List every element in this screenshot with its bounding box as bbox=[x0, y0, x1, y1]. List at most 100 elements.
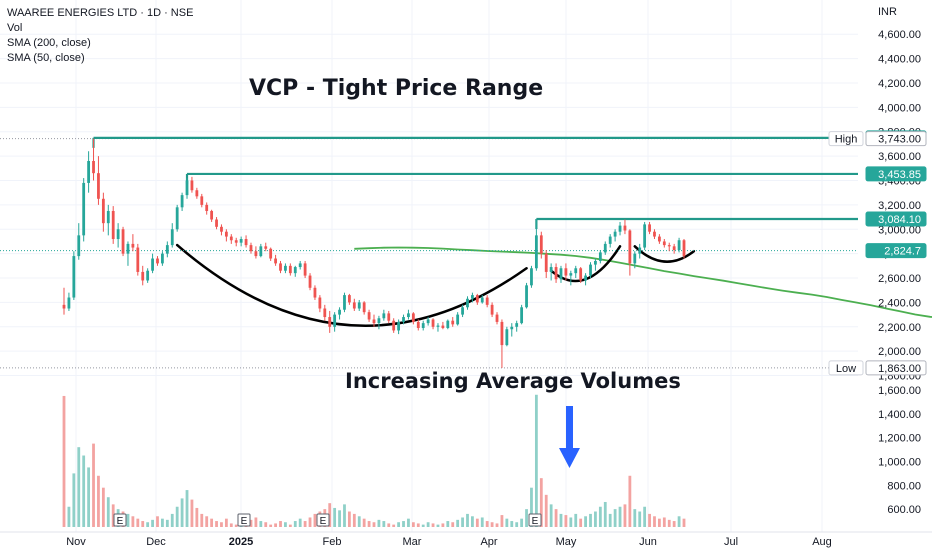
candle-body bbox=[239, 239, 243, 243]
volume-bar bbox=[338, 510, 341, 527]
candle-body bbox=[608, 236, 612, 244]
volume-bar bbox=[579, 518, 583, 527]
candle-body bbox=[682, 240, 686, 257]
volume-bar bbox=[520, 518, 524, 527]
candle-body bbox=[136, 247, 140, 272]
volume-tick-label: 600.00 bbox=[887, 504, 921, 516]
volume-bar bbox=[490, 522, 494, 527]
volume-bar bbox=[333, 507, 337, 527]
down-arrow-icon bbox=[559, 406, 580, 468]
volume-bar bbox=[357, 516, 361, 527]
symbol-title[interactable]: WAAREE ENERGIES LTD · 1D · NSE bbox=[7, 7, 194, 19]
volume-bar bbox=[589, 513, 592, 527]
candle-body bbox=[116, 229, 120, 240]
time-tick-label: Jun bbox=[639, 536, 657, 548]
volume-bar bbox=[623, 504, 627, 527]
sma-50-line bbox=[354, 246, 932, 318]
volume-bar bbox=[594, 511, 597, 527]
volume-bar bbox=[500, 515, 504, 527]
volume-bar bbox=[175, 506, 179, 527]
volume-bar bbox=[161, 518, 164, 527]
candle-body bbox=[579, 268, 583, 281]
volume-bar bbox=[77, 447, 81, 527]
volume-bar bbox=[638, 511, 642, 527]
volume-bar bbox=[205, 516, 209, 527]
volume-bar bbox=[510, 521, 514, 527]
time-tick-label: Mar bbox=[403, 536, 422, 548]
candle-body bbox=[480, 297, 484, 303]
volume-bar bbox=[495, 523, 499, 527]
candle-body bbox=[416, 321, 420, 329]
candle-body bbox=[308, 275, 312, 288]
volume-bar bbox=[111, 504, 115, 527]
volume-bar bbox=[608, 513, 612, 527]
candle-body bbox=[293, 267, 297, 274]
volume-bar bbox=[554, 509, 558, 527]
candle-body bbox=[515, 323, 519, 327]
candle-body bbox=[362, 302, 366, 313]
volume-bar bbox=[210, 518, 214, 527]
volume-bar bbox=[156, 516, 159, 527]
arrow-shape bbox=[559, 406, 580, 468]
candle-body bbox=[111, 210, 115, 240]
volume-bar bbox=[436, 524, 440, 527]
volume-bar bbox=[471, 516, 474, 527]
candle-body bbox=[323, 308, 327, 318]
price-tick-label: 3,600.00 bbox=[878, 151, 921, 163]
volume-bar bbox=[249, 519, 253, 527]
candle-body bbox=[466, 298, 469, 308]
price-badge-label: 2,824.7 bbox=[884, 246, 921, 258]
time-tick-label: Aug bbox=[812, 536, 832, 548]
candle-body bbox=[495, 314, 499, 322]
candle-body bbox=[392, 320, 396, 331]
volume-bar bbox=[672, 521, 676, 527]
volume-tick-label: 800.00 bbox=[887, 480, 921, 492]
volume-bar bbox=[667, 519, 671, 527]
candle-body bbox=[343, 295, 346, 310]
candle-body bbox=[298, 263, 302, 268]
price-axis[interactable]: 1,800.002,000.002,200.002,400.002,600.00… bbox=[878, 29, 921, 382]
time-tick-label: 2025 bbox=[229, 536, 253, 548]
volume-annotation: Increasing Average Volumes bbox=[345, 369, 681, 393]
volume-bar bbox=[362, 518, 366, 527]
candle-body bbox=[638, 247, 642, 254]
legend-sma-200[interactable]: SMA (200, close) bbox=[7, 37, 91, 49]
candle-body bbox=[338, 309, 341, 315]
volume-bar bbox=[229, 523, 233, 527]
candle-body bbox=[520, 307, 524, 324]
volume-bar bbox=[648, 513, 651, 527]
candle-body bbox=[677, 240, 681, 250]
level-lines bbox=[0, 136, 858, 369]
volume-bar bbox=[426, 522, 430, 527]
candle-body bbox=[67, 297, 71, 309]
candle-body bbox=[589, 264, 592, 276]
volume-bar bbox=[288, 524, 292, 527]
legend-volume[interactable]: Vol bbox=[7, 22, 23, 34]
candle-body bbox=[564, 268, 568, 276]
volume-bar bbox=[234, 524, 238, 527]
price-tick-label: 2,200.00 bbox=[878, 322, 921, 334]
legend-sma-50[interactable]: SMA (50, close) bbox=[7, 52, 85, 64]
price-badge-label: 3,743.00 bbox=[878, 134, 921, 146]
candle-body bbox=[402, 317, 405, 322]
time-axis[interactable]: Nov Dec 2025 Feb Mar Apr May Jun Jul Aug bbox=[66, 536, 832, 548]
candle-body bbox=[121, 229, 125, 254]
volume-bar bbox=[293, 521, 297, 527]
candle-body bbox=[170, 229, 174, 246]
candle-body bbox=[662, 241, 666, 246]
candle-body bbox=[161, 253, 164, 264]
candle-body bbox=[165, 245, 169, 254]
price-badge-tag bbox=[828, 360, 864, 376]
volume-bar bbox=[397, 522, 401, 527]
candle-body bbox=[451, 320, 455, 325]
candle-body bbox=[490, 304, 494, 315]
candle-body bbox=[456, 314, 460, 325]
volume-bar bbox=[421, 524, 425, 527]
volume-bar bbox=[682, 518, 686, 527]
price-tick-label: 2,600.00 bbox=[878, 273, 921, 285]
vcp-annotation: VCP - Tight Price Range bbox=[249, 76, 544, 101]
volume-bar bbox=[574, 513, 578, 527]
candle-body bbox=[146, 270, 150, 281]
